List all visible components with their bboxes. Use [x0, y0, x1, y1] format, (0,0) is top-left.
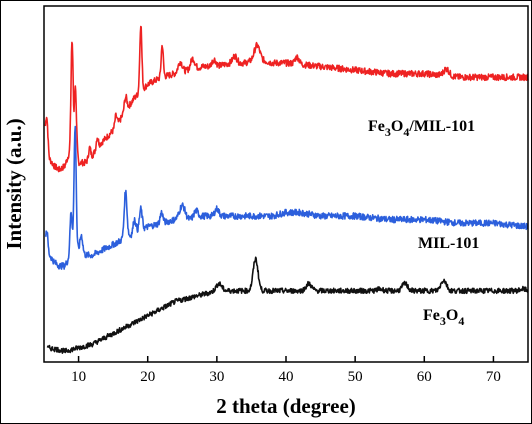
series-label-text: O — [391, 118, 403, 135]
x-tick-label: 50 — [348, 369, 363, 385]
y-axis-title: Intensity (a.u.) — [2, 118, 26, 249]
x-tick-label: 40 — [279, 369, 294, 385]
x-tick-label: 20 — [140, 369, 155, 385]
series-label-subscript: 3 — [385, 125, 391, 139]
series-label-text: Fe — [423, 307, 440, 324]
series-label-text: O — [446, 307, 458, 324]
x-tick-label: 30 — [209, 369, 224, 385]
series-label-text: /MIL-101 — [408, 118, 475, 135]
series-layer — [44, 25, 529, 354]
x-axis-ticks: 10 20 30 40 50 60 70 — [71, 356, 501, 385]
series-label-subscript: 4 — [458, 314, 464, 328]
series-line — [44, 25, 529, 173]
series-label: Fe3O4 — [423, 307, 464, 328]
series-label-text: MIL-101 — [418, 235, 479, 252]
series-label: MIL-101 — [418, 235, 479, 252]
x-tick-label: 70 — [486, 369, 501, 385]
x-axis-title: 2 theta (degree) — [216, 394, 356, 418]
series-label: Fe3O4/MIL-101 — [368, 118, 475, 139]
series-line — [46, 256, 529, 354]
x-tick-label: 10 — [71, 369, 86, 385]
series-label-text: Fe — [368, 118, 385, 135]
series-label-subscript: 4 — [403, 125, 409, 139]
series-label-subscript: 3 — [440, 314, 446, 328]
x-tick-label: 60 — [417, 369, 432, 385]
series-line — [44, 125, 529, 270]
